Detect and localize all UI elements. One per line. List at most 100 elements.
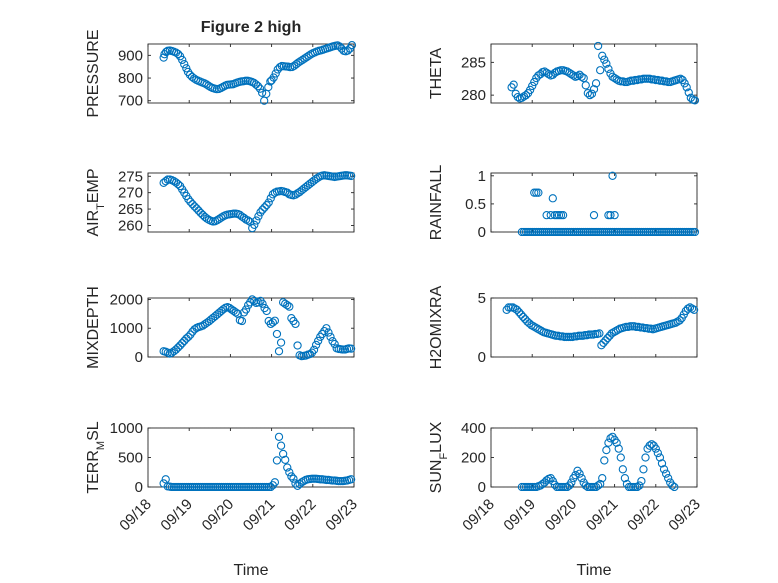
data-point <box>311 340 321 350</box>
data-point <box>542 210 551 220</box>
data-point <box>264 198 273 207</box>
data-point <box>186 197 195 206</box>
data-point <box>188 199 197 209</box>
data-point <box>521 315 530 324</box>
data-point <box>616 453 625 462</box>
data-point <box>655 453 665 462</box>
data-point <box>527 320 536 330</box>
data-point <box>600 456 609 465</box>
axes-frame <box>490 172 698 233</box>
y-tick-label: 1 <box>478 168 486 185</box>
data-point <box>314 336 323 346</box>
data-point <box>190 202 199 211</box>
data-point <box>184 195 193 204</box>
subplot-1: 700 800 900 PRESSURE Figure 2 high <box>85 19 357 118</box>
data-point <box>293 189 302 198</box>
data-point <box>304 51 313 60</box>
data-point <box>610 210 619 220</box>
data-point <box>292 60 301 69</box>
data-point <box>256 208 265 217</box>
data-point <box>689 305 699 314</box>
subplot-2: 280 285 THETA <box>428 41 700 105</box>
data-point <box>546 210 555 220</box>
data-point <box>266 194 275 203</box>
data-point <box>192 204 201 213</box>
data-point <box>533 324 542 333</box>
data-point <box>530 77 539 87</box>
data-point <box>596 66 605 75</box>
data-point <box>161 47 171 57</box>
data-point <box>194 206 203 215</box>
data-point <box>606 434 615 443</box>
data-point <box>589 85 599 94</box>
y-axis-label: PRESSURE <box>85 29 102 117</box>
data-point <box>274 347 284 356</box>
data-series <box>159 40 357 105</box>
subplot-6: 0 5 H2OMIXRA <box>428 285 699 369</box>
data-point <box>237 316 247 326</box>
data-point <box>518 312 528 322</box>
data-point <box>200 79 209 88</box>
subplot-4: 0 0.5 1 RAINFALL <box>428 165 700 241</box>
y-tick-label: 0 <box>135 349 143 366</box>
data-point <box>558 210 568 220</box>
data-point <box>173 49 183 59</box>
y-tick-label: 270 <box>118 185 143 202</box>
data-point <box>517 93 527 102</box>
y-tick-label: 1000 <box>110 320 143 337</box>
data-point <box>542 476 551 485</box>
data-point <box>664 473 673 483</box>
data-point <box>599 338 608 347</box>
y-axis-label: RAINFALL <box>428 165 445 241</box>
data-point <box>512 305 522 314</box>
data-point <box>262 306 271 316</box>
data-point <box>326 332 335 342</box>
data-point <box>272 456 282 465</box>
y-tick-label: 400 <box>461 420 486 437</box>
data-point <box>250 296 259 306</box>
data-point <box>239 213 249 223</box>
subplot-5: 0 1000 2000 MIXDEPTH <box>85 286 356 369</box>
data-point <box>267 76 276 85</box>
data-point <box>579 73 588 83</box>
x-axis-label: Time <box>577 562 612 579</box>
data-point <box>260 203 269 212</box>
data-point <box>606 210 615 220</box>
data-point <box>289 474 298 483</box>
data-point <box>536 70 545 79</box>
y-tick-label: 0 <box>478 224 486 241</box>
data-point <box>322 324 331 333</box>
data-series <box>159 295 356 361</box>
data-series <box>159 171 356 233</box>
data-point <box>255 84 265 93</box>
data-point <box>343 46 352 55</box>
data-point <box>178 339 187 348</box>
data-point <box>272 329 282 339</box>
data-point <box>257 88 267 97</box>
data-point <box>296 57 305 66</box>
data-point <box>567 478 576 487</box>
data-point <box>330 339 339 349</box>
data-point <box>178 55 187 65</box>
data-point <box>262 200 271 210</box>
data-point <box>609 328 618 337</box>
data-point <box>202 80 211 89</box>
data-point <box>213 216 222 225</box>
data-point <box>173 179 183 189</box>
data-point <box>610 73 619 83</box>
data-point <box>602 59 611 68</box>
data-point <box>291 190 300 199</box>
axes-frame <box>490 427 698 488</box>
data-point <box>581 81 590 90</box>
data-point <box>690 96 700 105</box>
data-point <box>159 53 168 62</box>
data-point <box>298 55 307 65</box>
data-point <box>269 73 278 82</box>
data-point <box>275 62 284 72</box>
data-series <box>517 432 679 491</box>
data-point <box>229 306 238 316</box>
data-point <box>293 341 302 350</box>
data-point <box>683 304 693 313</box>
data-point <box>563 482 572 491</box>
